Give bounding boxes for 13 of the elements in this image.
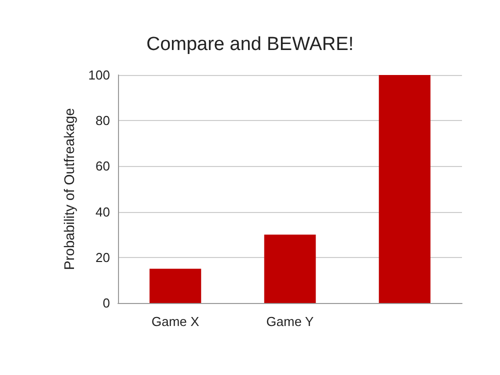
y-tick-label: 60 bbox=[96, 158, 110, 174]
y-axis-title: Probability of Outfreakage bbox=[61, 108, 77, 270]
y-tick-label: 100 bbox=[88, 68, 110, 82]
y-tick-label: 0 bbox=[102, 296, 110, 310]
bar bbox=[150, 268, 202, 303]
y-tick-label: 40 bbox=[96, 204, 110, 220]
bar bbox=[264, 234, 316, 303]
bar bbox=[378, 75, 430, 303]
chart-title: Compare and BEWARE! bbox=[146, 34, 354, 55]
x-tick-label: Game Y bbox=[266, 314, 314, 329]
y-tick-label: 80 bbox=[96, 113, 110, 128]
y-tick-label: 20 bbox=[96, 250, 110, 265]
x-tick-label: Game X bbox=[151, 314, 200, 329]
